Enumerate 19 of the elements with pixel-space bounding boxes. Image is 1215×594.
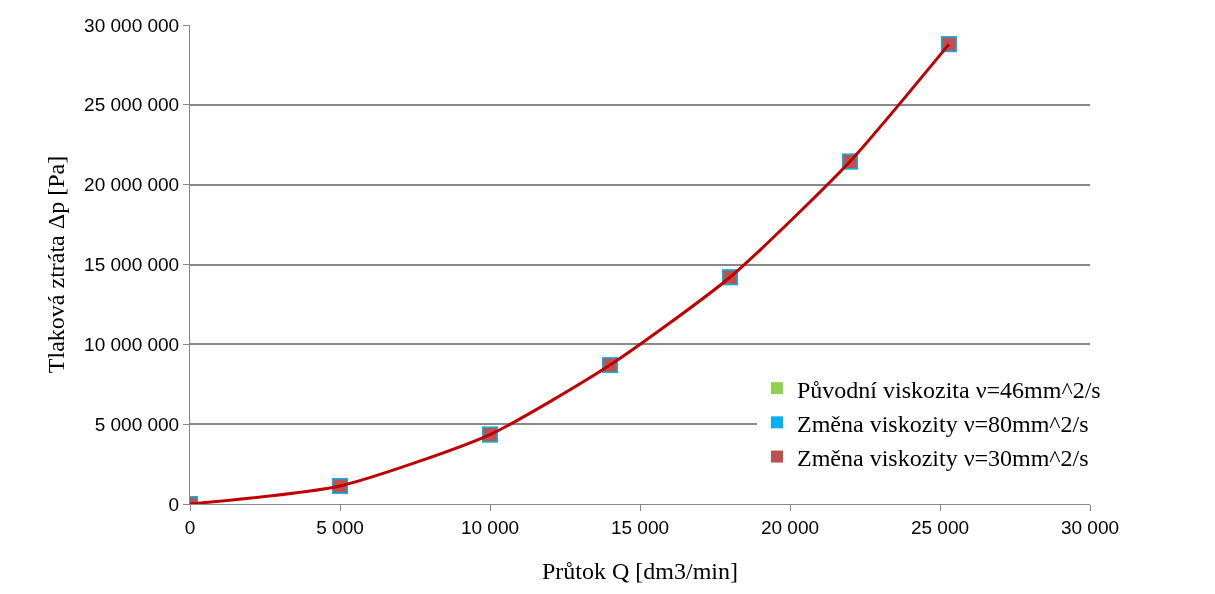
y-tick-label: 0 — [168, 493, 180, 515]
y-tick-label: 20 000 000 — [84, 174, 180, 196]
x-tick-label: 0 — [184, 516, 196, 538]
y-tick-label: 25 000 000 — [84, 94, 180, 116]
x-tick-label: 10 000 — [460, 516, 520, 538]
legend-label: Původní viskozita ν=46mm^2/s — [797, 376, 1101, 403]
x-tick-label: 25 000 — [910, 516, 970, 538]
x-tick-label: 30 000 — [1060, 516, 1120, 538]
x-axis-title: Průtok Q [dm3/min] — [542, 558, 738, 585]
y-tick-label: 15 000 000 — [84, 254, 180, 276]
x-tick-label: 15 000 — [610, 516, 670, 538]
y-tick-label: 5 000 000 — [94, 413, 180, 435]
y-tick-label: 30 000 000 — [84, 14, 180, 36]
legend-label: Změna viskozity ν=30mm^2/s — [797, 444, 1089, 471]
y-axis-title: Tlaková ztráta Δp [Pa] — [43, 155, 70, 374]
x-tick-label: 5 000 — [316, 516, 364, 538]
legend-label: Změna viskozity ν=80mm^2/s — [797, 410, 1089, 437]
y-tick-label: 10 000 000 — [84, 333, 180, 355]
x-tick-label: 20 000 — [760, 516, 820, 538]
